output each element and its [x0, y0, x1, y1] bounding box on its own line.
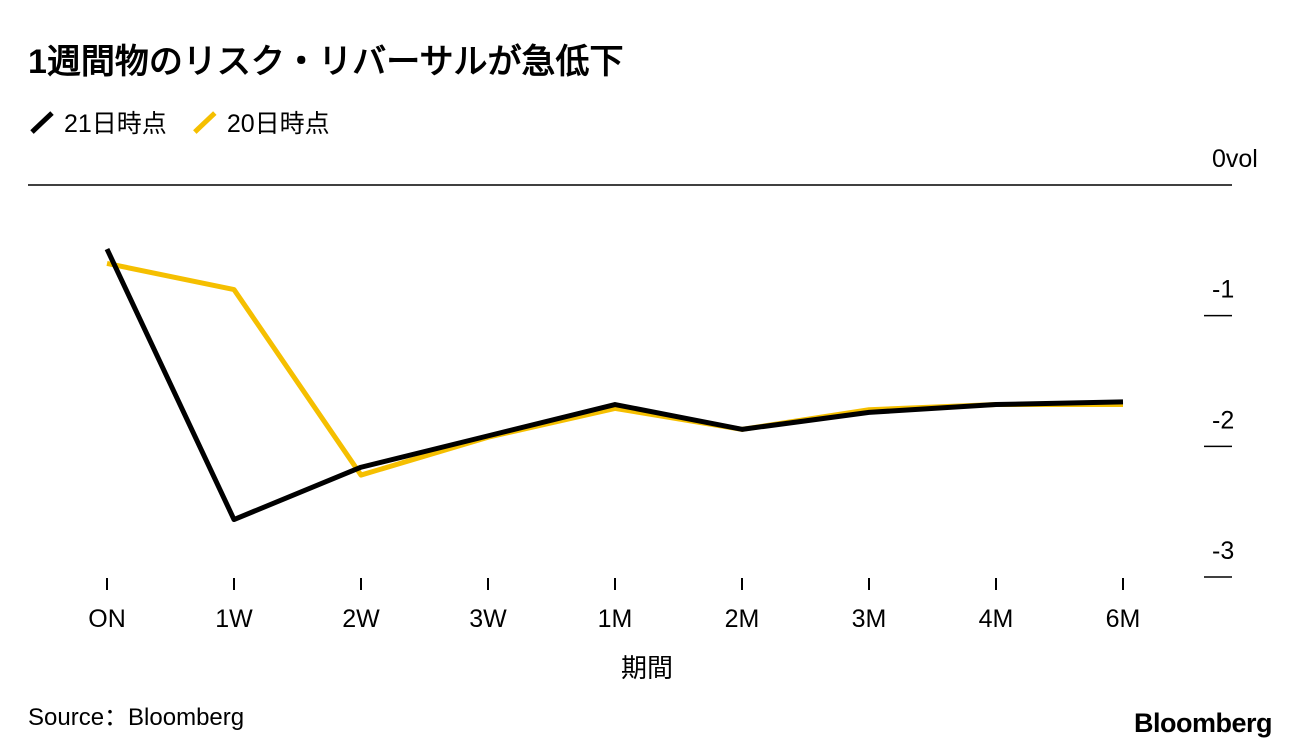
legend-swatch [193, 111, 217, 134]
x-tick-label: 3W [469, 605, 507, 633]
brand: Bloomberg [1134, 708, 1272, 738]
legend-swatch [30, 111, 54, 134]
series-line [106, 260, 1123, 478]
x-axis-label: 期間 [621, 653, 673, 683]
legend-label: 20日時点 [227, 110, 330, 138]
y-tick-label: -3 [1212, 537, 1234, 565]
chart-title: 1週間物のリスク・リバーサルが急低下 [28, 43, 624, 81]
x-tick-label: 2M [725, 605, 760, 633]
series-line [104, 247, 1124, 523]
y-tick-label: -1 [1212, 276, 1234, 304]
x-tick-label: 2W [342, 605, 380, 633]
x-tick-label: 3M [852, 605, 887, 633]
x-tick-label: 1M [598, 605, 633, 633]
x-tick-label: ON [88, 605, 126, 633]
x-tick-label: 4M [979, 605, 1014, 633]
y-tick-label: 0vol [1212, 145, 1258, 173]
x-tick-label: 1W [215, 605, 253, 633]
source: Source：Bloomberg [28, 704, 244, 731]
legend-label: 21日時点 [64, 110, 167, 138]
x-tick-label: 6M [1106, 605, 1141, 633]
y-tick-label: -2 [1212, 406, 1234, 434]
